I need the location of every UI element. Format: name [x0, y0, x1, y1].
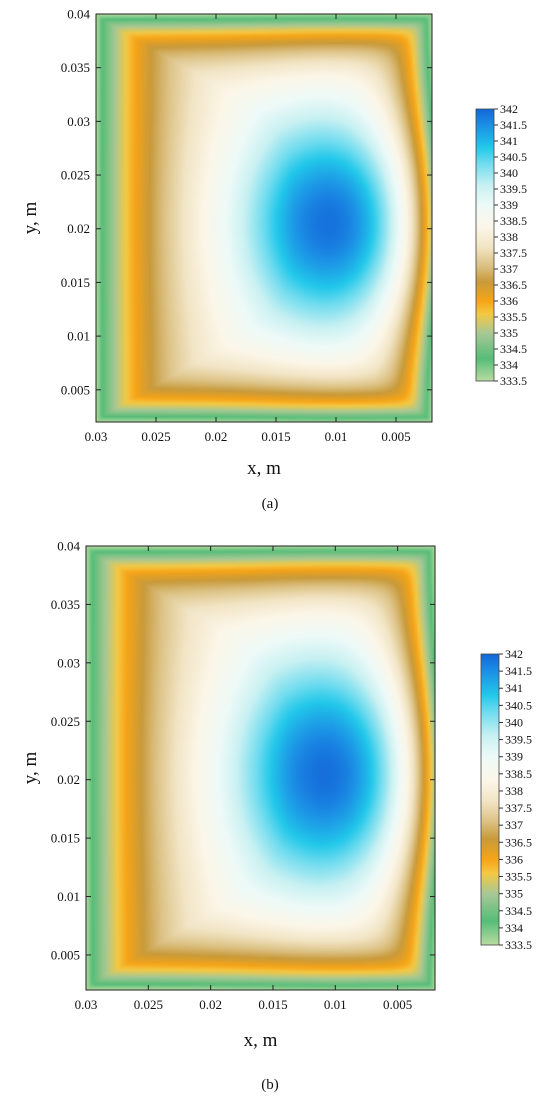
y-tick-label: 0.01	[57, 889, 80, 904]
panel-label-a: (a)	[261, 496, 279, 512]
x-tick-label: 0.02	[199, 997, 222, 1012]
colorbar-tick-label: 336.5	[505, 835, 532, 849]
colorbar-tick-label: 340.5	[500, 150, 527, 164]
colorbar-tick-label: 335.5	[500, 310, 527, 324]
x-tick-label: 0.02	[205, 429, 228, 444]
y-tick-label: 0.02	[67, 221, 90, 236]
y-axis-label: y, m	[20, 202, 41, 235]
x-tick-label: 0.03	[85, 429, 108, 444]
colorbar-tick-label: 339	[505, 750, 523, 764]
x-tick-label: 0.005	[383, 997, 412, 1012]
colorbar-tick-label: 333.5	[500, 374, 527, 388]
colorbar-tick-label: 342	[500, 102, 518, 116]
colorbar-tick-label: 342	[505, 647, 523, 661]
figure-panel-b: 0.03 0.025 0.02 0.015 0.01 0.005 0.005 0.01 0.01…	[0, 532, 550, 1094]
y-tick-label: 0.01	[67, 329, 90, 344]
heatmap-field	[86, 546, 435, 990]
colorbar	[475, 108, 495, 382]
heatmap-chart-b: 0.03 0.025 0.02 0.015 0.01 0.005 0.005 0.01 0.01…	[20, 539, 532, 1052]
y-tick-label: 0.015	[51, 831, 80, 846]
colorbar-tick-label: 335	[500, 326, 518, 340]
colorbar-tick-label: 338.5	[500, 214, 527, 228]
colorbar-tick-label: 339.5	[505, 733, 532, 747]
x-axis-label: x, m	[244, 1030, 278, 1051]
colorbar-tick-label: 335.5	[505, 870, 532, 884]
x-tick-label: 0.025	[141, 429, 170, 444]
colorbar-tick-label: 338.5	[505, 767, 532, 781]
x-tick-label: 0.025	[134, 997, 163, 1012]
y-tick-label: 0.04	[57, 539, 80, 554]
colorbar-tick-label: 337	[500, 262, 518, 276]
x-tick-label: 0.015	[261, 429, 290, 444]
heatmap-chart-a: 0.03 0.025 0.02 0.015 0.01 0.005 0.005 0.01 0.01…	[20, 7, 527, 480]
colorbar-tick-label: 336.5	[500, 278, 527, 292]
colorbar-tick-label: 333.5	[505, 938, 532, 952]
colorbar-tick-label: 340	[500, 166, 518, 180]
y-tick-label: 0.02	[57, 772, 80, 787]
colorbar	[480, 653, 500, 946]
colorbar-tick-label: 335	[505, 887, 523, 901]
figure-panel-a: 0.03 0.025 0.02 0.015 0.01 0.005 0.005 0.01 0.01…	[0, 0, 550, 520]
x-tick-label: 0.01	[324, 997, 347, 1012]
colorbar-tick-label: 337.5	[505, 801, 532, 815]
plot-frame	[85, 545, 436, 991]
y-tick-label: 0.015	[61, 275, 90, 290]
colorbar-tick-label: 337	[505, 818, 523, 832]
x-tick-label: 0.005	[381, 429, 410, 444]
colorbar-tick-label: 340.5	[505, 698, 532, 712]
colorbar-tick-label: 338	[500, 230, 518, 244]
y-tick-label: 0.035	[61, 60, 90, 75]
heatmap-field	[96, 14, 432, 422]
y-tick-label: 0.025	[61, 168, 90, 183]
colorbar-tick-label: 339.5	[500, 182, 527, 196]
colorbar-tick-label: 334.5	[505, 904, 532, 918]
colorbar-tick-label: 338	[505, 784, 523, 798]
y-tick-label: 0.04	[67, 7, 90, 22]
colorbar-tick-label: 337.5	[500, 246, 527, 260]
colorbar-tick-label: 334	[505, 921, 523, 935]
x-tick-label: 0.015	[258, 997, 287, 1012]
panel-label-b: (b)	[261, 1077, 279, 1093]
colorbar-tick-label: 341	[505, 681, 523, 695]
colorbar-tick-label: 334.5	[500, 342, 527, 356]
colorbar-tick-label: 339	[500, 198, 518, 212]
y-tick-label: 0.005	[61, 382, 90, 397]
colorbar-tick-label: 340	[505, 715, 523, 729]
y-tick-label: 0.025	[51, 714, 80, 729]
plot-frame	[95, 13, 433, 423]
x-axis-label: x, m	[247, 458, 281, 479]
y-tick-label: 0.005	[51, 947, 80, 962]
y-axis-label: y, m	[20, 752, 41, 785]
colorbar-tick-label: 341.5	[505, 664, 532, 678]
y-tick-label: 0.03	[67, 114, 90, 129]
x-tick-label: 0.03	[75, 997, 98, 1012]
colorbar-tick-label: 341	[500, 134, 518, 148]
colorbar-tick-label: 336	[505, 852, 523, 866]
y-tick-label: 0.035	[51, 597, 80, 612]
colorbar-tick-label: 336	[500, 294, 518, 308]
x-tick-label: 0.01	[325, 429, 348, 444]
colorbar-tick-label: 341.5	[500, 118, 527, 132]
colorbar-tick-label: 334	[500, 358, 518, 372]
y-tick-label: 0.03	[57, 655, 80, 670]
